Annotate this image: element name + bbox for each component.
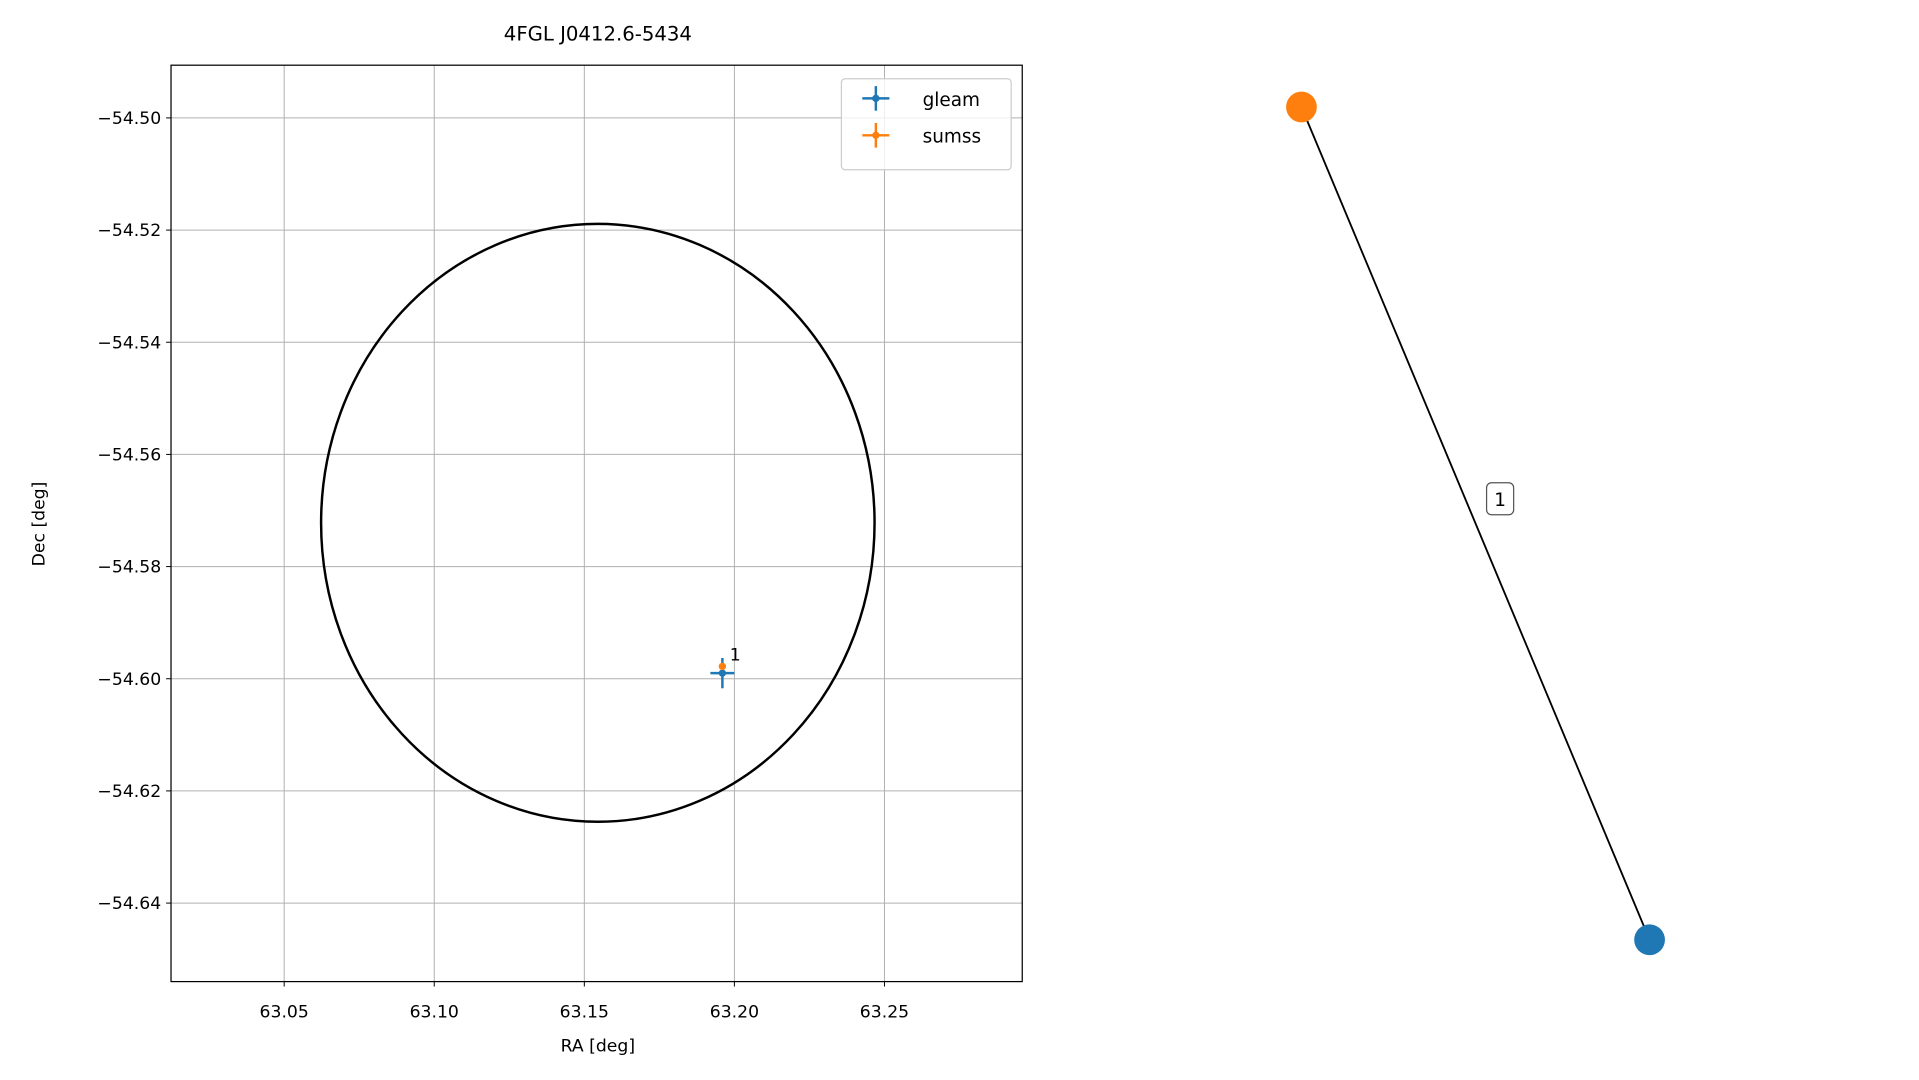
legend-label: gleam [923, 90, 980, 111]
y-tick-label: −54.50 [97, 109, 161, 129]
y-tick-label: −54.60 [97, 670, 161, 690]
graph-node [1286, 91, 1317, 123]
y-tick-label: −54.54 [97, 333, 161, 353]
point [718, 662, 727, 671]
legend-label: sumss [923, 127, 981, 148]
x-tick-label: 63.25 [860, 1002, 909, 1022]
point-label: 1 [730, 645, 741, 665]
x-axis-label: RA [deg] [561, 1037, 635, 1057]
chart-title: 4FGL J0412.6-5434 [504, 23, 692, 46]
x-tick-label: 63.10 [410, 1002, 459, 1022]
x-tick-label: 63.05 [260, 1002, 309, 1022]
y-tick-label: −54.52 [97, 221, 161, 241]
legend-box [840, 78, 1012, 171]
plot-frame [170, 64, 1023, 983]
edge-label-box [1485, 482, 1515, 516]
error-region [319, 222, 876, 823]
y-tick-label: −54.56 [97, 446, 161, 466]
graph-node [1634, 924, 1665, 956]
y-tick-label: −54.62 [97, 782, 161, 802]
edge-label: 1 [1494, 490, 1506, 511]
graph-edge [1300, 106, 1651, 941]
legend-marker [872, 94, 880, 103]
x-tick-label: 63.15 [560, 1002, 609, 1022]
y-axis-label: Dec [deg] [29, 482, 49, 567]
legend-marker [872, 131, 880, 139]
y-tick-label: −54.64 [97, 894, 161, 914]
y-tick-label: −54.58 [97, 558, 161, 578]
point [718, 669, 727, 677]
x-tick-label: 63.20 [710, 1002, 759, 1022]
